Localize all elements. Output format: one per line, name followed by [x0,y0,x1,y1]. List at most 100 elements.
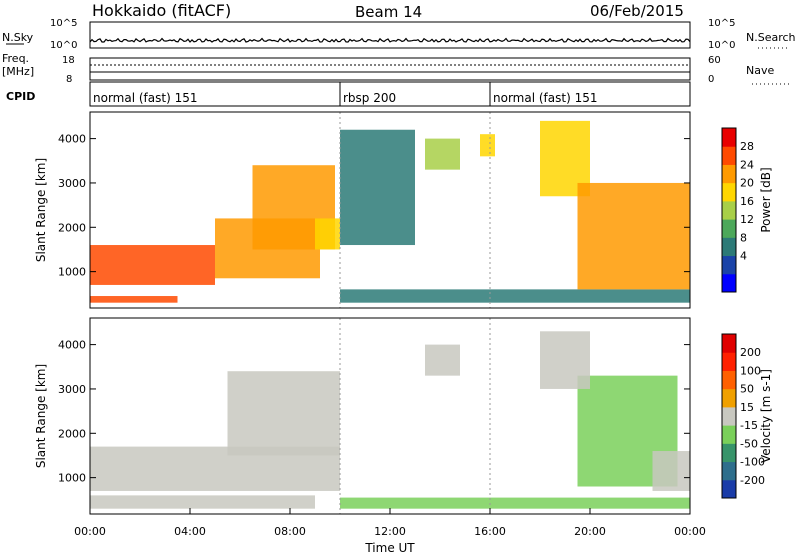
velocity-panel: 1000 2000 3000 4000 Slant Range [km] 200 100… [34,317,773,554]
echo-region [90,245,215,285]
colorbar-swatch [722,425,736,444]
ytick-label: 3000 [58,177,86,190]
nsky-trace [89,37,691,43]
freq-label-line2: [MHz] [2,65,34,78]
nsearch-ytick-bottom: 10^0 [708,40,735,51]
colorbar-swatch [722,237,736,257]
echo-region [540,331,590,389]
xtick-label: 12:00 [374,525,406,538]
colorbar-swatch [722,370,736,390]
colorbar-swatch [722,255,736,275]
power-echoes [90,112,690,308]
velocity-yticks: 1000 2000 3000 4000 [58,339,690,485]
colorbar-swatch [722,219,736,238]
cpid-segment-label: normal (fast) 151 [93,91,197,105]
nsky-ytick-top: 10^5 [50,18,77,29]
nsearch-label: N.Search [746,31,796,44]
ytick-label: 2000 [58,427,86,440]
echo-region [480,134,495,157]
colorbar-swatch [722,146,736,165]
colorbar-tick: 8 [740,231,747,244]
nsky-line [89,37,691,43]
beam-label: Beam 14 [355,3,422,21]
xtick-label: 04:00 [174,525,206,538]
velocity-colorbar-label: Velocity [m s-1] [759,369,773,463]
cpid-panel: CPID normal (fast) 151 rbsp 200 normal (fa… [6,81,691,107]
colorbar-swatch [722,164,736,184]
echo-region [315,218,340,250]
xtick-label: 20:00 [574,525,606,538]
freq-ytick-top: 18 [62,55,75,66]
power-panel: 1000 2000 3000 4000 Slant Range [km] 28 24 20… [34,111,773,309]
echo-region [577,182,690,290]
date-label: 06/Feb/2015 [590,2,684,20]
colorbar-tick: 24 [740,158,754,171]
colorbar-swatch [722,406,736,426]
velocity-xticks: 00:00 04:00 08:00 12:00 16:00 20:00 00:00 [74,508,706,538]
colorbar-swatch [722,352,736,371]
nave-label: Nave [746,64,774,77]
colorbar-tick: -200 [740,474,765,487]
colorbar-frame [721,333,737,499]
freq-ytick-bottom: 8 [66,74,72,85]
colorbar-tick: 4 [740,250,747,263]
colorbar-tick: 200 [740,346,761,359]
radar-title: Hokkaido (fitACF) [92,1,231,20]
nsearch-ytick-top: 10^5 [708,18,735,29]
echo-region [340,129,415,246]
x-axis-label: Time UT [364,541,415,554]
freq-label-line1: Freq. [2,52,29,65]
xtick-label: 16:00 [474,525,506,538]
colorbar-swatch [722,128,736,147]
ytick-label: 1000 [58,266,86,279]
velocity-colorbar: 200 100 50 15 -15 -50 -100 -200 [721,333,765,499]
cpid-label: CPID [6,90,35,103]
echo-region [227,371,340,456]
colorbar-swatch [722,461,736,481]
nsky-panel: N.Sky 10^5 10^0 10^5 10^0 N.Search [2,18,796,51]
ytick-label: 3000 [58,383,86,396]
colorbar-tick: -50 [740,437,758,450]
colorbar-frame [721,127,737,293]
power-ylabel: Slant Range [km] [34,158,48,262]
cpid-segment-label: rbsp 200 [343,91,396,105]
xtick-label: 08:00 [274,525,306,538]
cpid-segment-label: normal (fast) 151 [493,91,597,105]
ytick-label: 2000 [58,221,86,234]
power-colorbar-label: Power [dB] [759,167,773,232]
power-colorbar: 28 24 20 16 12 8 4 [721,127,754,293]
colorbar-tick: 20 [740,177,754,190]
xtick-label: 00:00 [74,525,106,538]
nsky-label: N.Sky [2,31,34,44]
colorbar-tick: 15 [740,401,754,414]
echo-region [425,138,460,170]
colorbar-tick: 100 [740,364,761,377]
colorbar-tick: -100 [740,456,765,469]
colorbar-tick: 16 [740,195,754,208]
echo-region [90,495,315,509]
echo-region [90,296,178,303]
colorbar-tick: 28 [740,140,754,153]
colorbar-swatch [722,200,736,220]
nsky-ytick-bottom: 10^0 [50,40,77,51]
nave-ytick-bottom: 0 [708,74,714,85]
ytick-label: 4000 [58,339,86,352]
colorbar-swatch [722,388,736,408]
power-yticks: 1000 2000 3000 4000 [58,133,690,279]
colorbar-tick: -15 [740,419,758,432]
nave-ytick-top: 60 [708,55,721,66]
echo-region [425,344,460,376]
colorbar-swatch [722,273,736,293]
colorbar-tick: 12 [740,213,754,226]
colorbar-swatch [722,479,736,499]
colorbar-swatch [722,334,736,353]
xtick-label: 00:00 [674,525,706,538]
velocity-ylabel: Slant Range [km] [34,364,48,468]
ytick-label: 4000 [58,133,86,146]
echo-region [340,289,690,303]
ytick-label: 1000 [58,472,86,485]
freq-panel: Freq. [MHz] 18 8 60 0 Nave [2,52,790,85]
velocity-echoes [90,318,690,514]
echo-region [652,451,690,491]
